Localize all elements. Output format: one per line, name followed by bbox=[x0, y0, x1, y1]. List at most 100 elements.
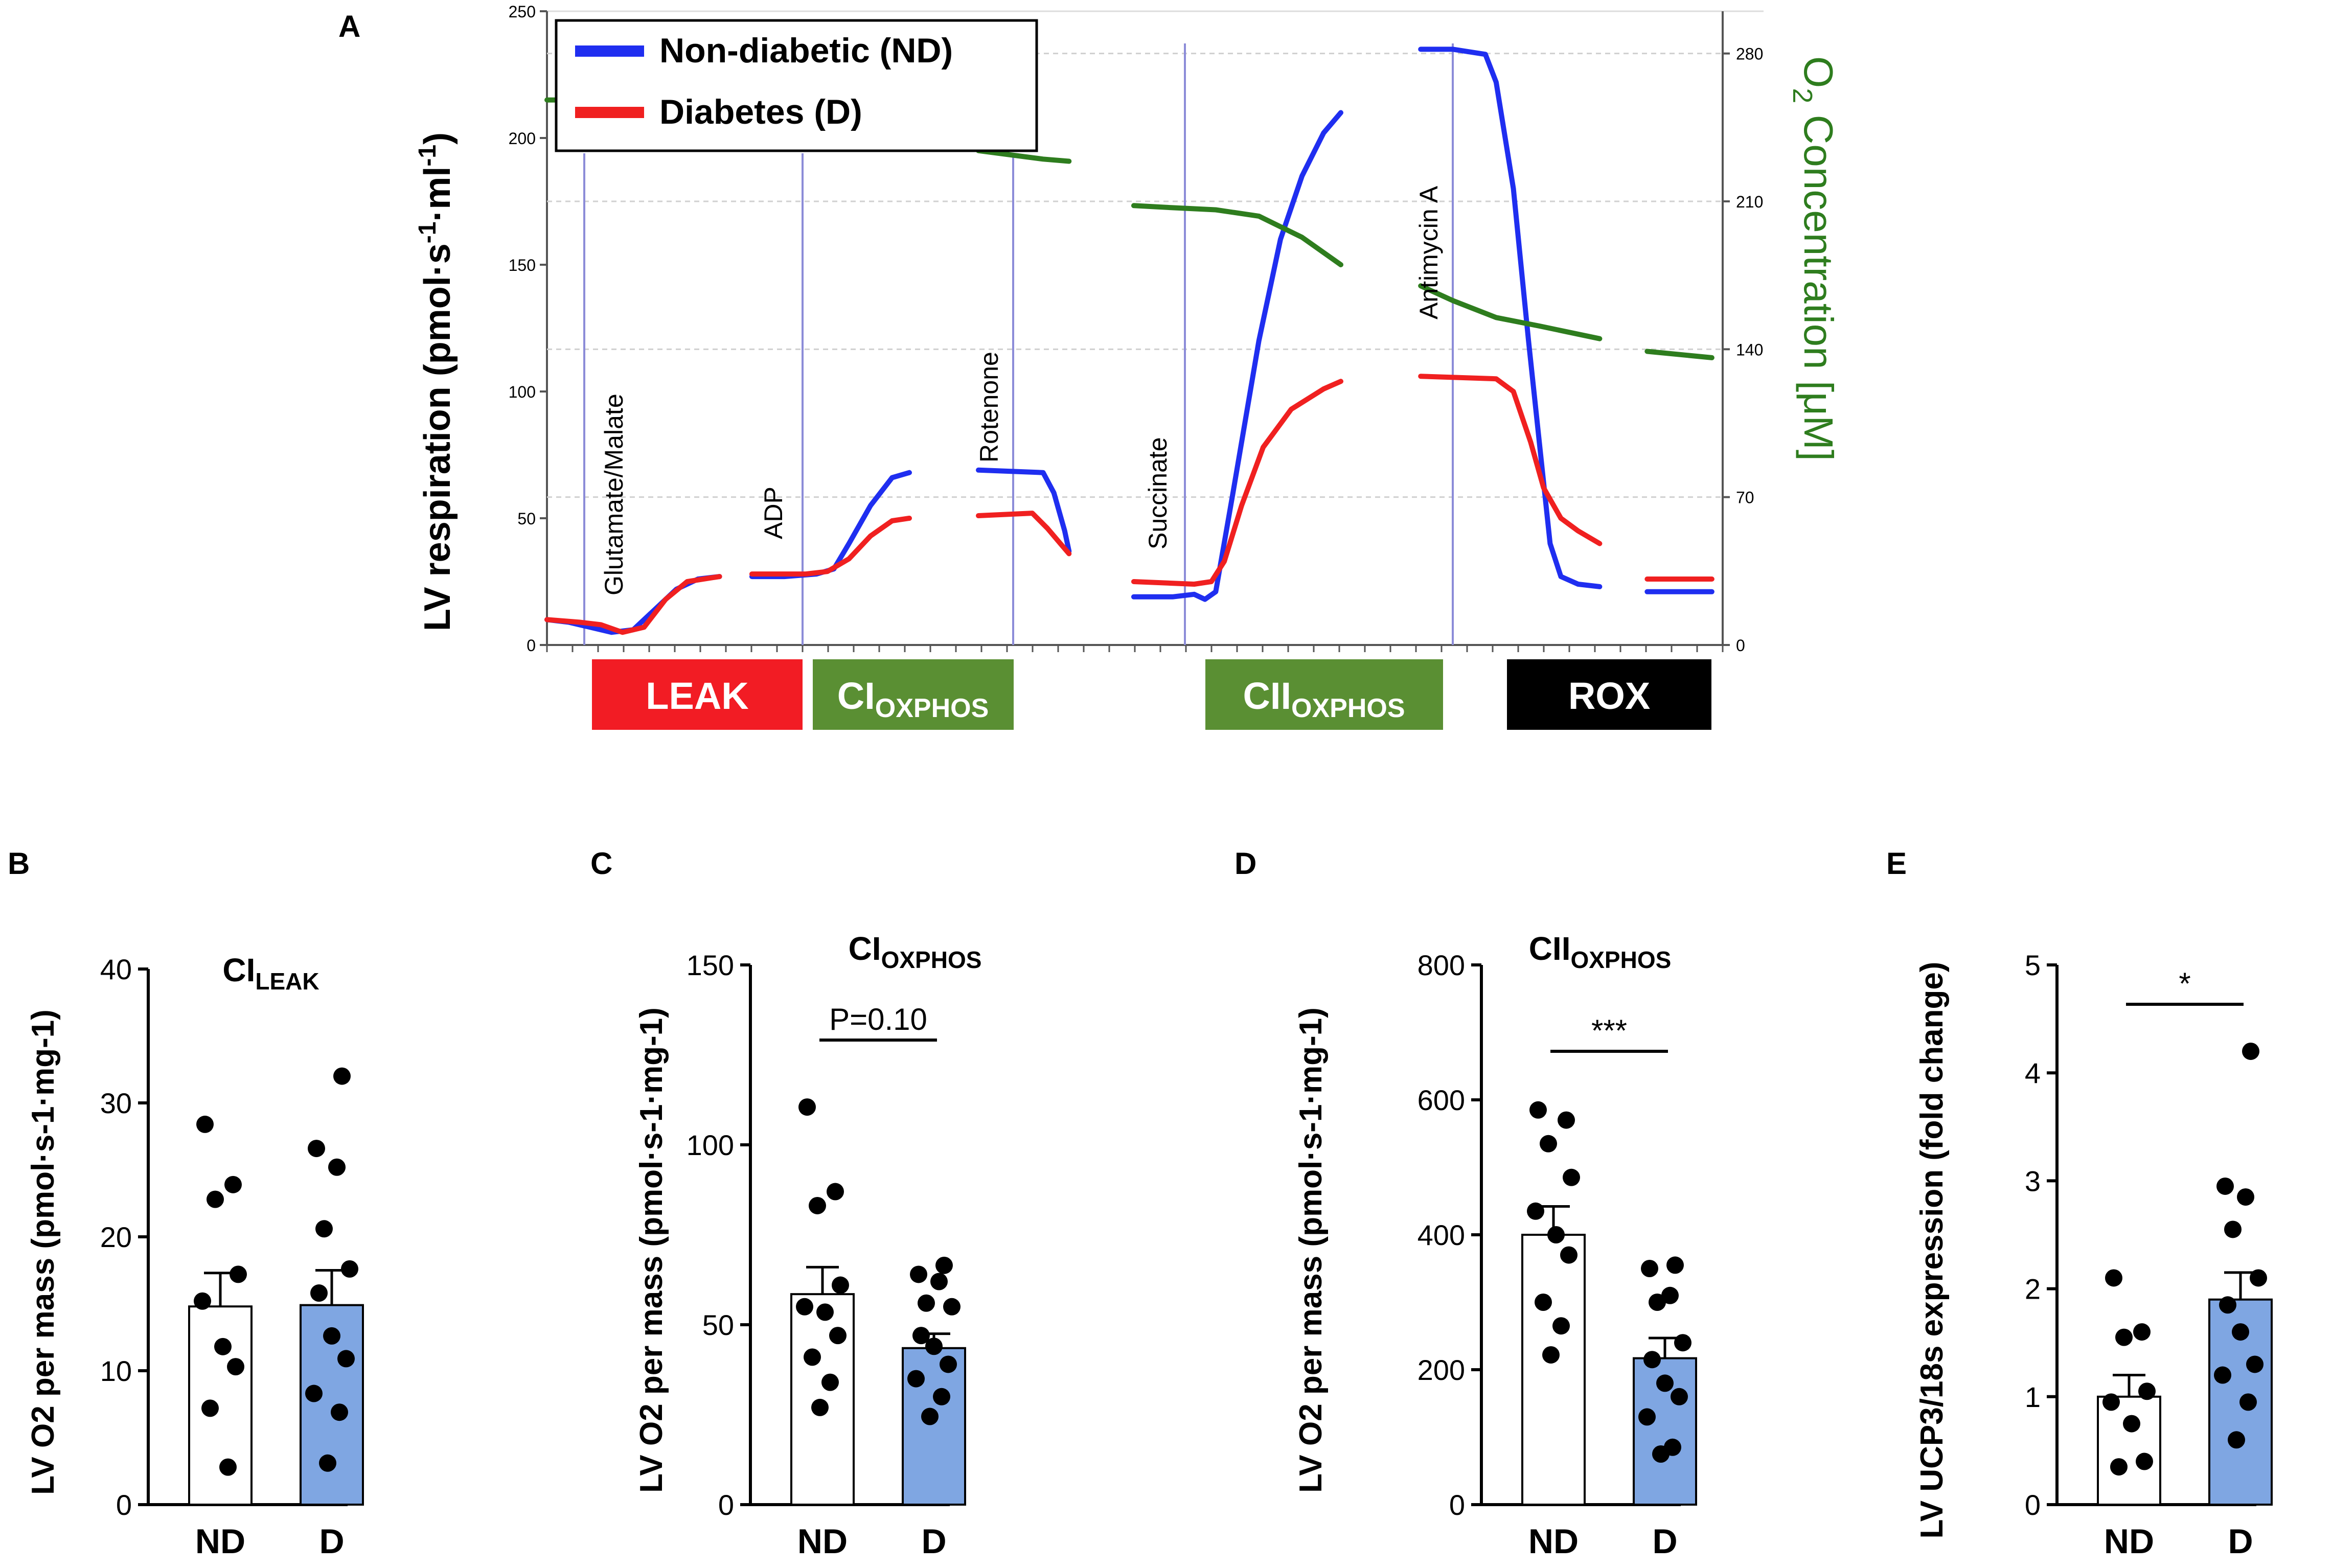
category-label-d: D bbox=[2228, 1522, 2253, 1561]
data-point-nd bbox=[827, 1183, 844, 1201]
data-point-nd bbox=[207, 1190, 224, 1208]
y-tick-label: 3 bbox=[2025, 1165, 2041, 1197]
left-tick-label: 0 bbox=[527, 636, 536, 655]
panel-a-legend: Non-diabetic (ND) Diabetes (D) bbox=[555, 19, 1038, 152]
panel-title: CIIOXPHOS bbox=[1529, 930, 1672, 973]
annotation-antimycin-a: Antimycin A bbox=[1414, 186, 1443, 319]
data-point-d bbox=[315, 1220, 333, 1238]
data-point-d bbox=[930, 1273, 948, 1290]
data-point-nd bbox=[832, 1276, 849, 1294]
panel-title-main: CI bbox=[849, 930, 881, 967]
annotation-rotenone: Rotenone bbox=[975, 352, 1003, 463]
curve-d-segment-2 bbox=[976, 511, 1072, 557]
panel-ylabel: LV O2 per mass (pmol·s-1·mg-1) bbox=[634, 1007, 669, 1493]
data-point-d bbox=[921, 1408, 939, 1425]
legend-label-d: Diabetes (D) bbox=[659, 93, 862, 131]
data-point-nd bbox=[811, 1398, 829, 1416]
data-point-d bbox=[1652, 1445, 1670, 1463]
y-tick-label: 100 bbox=[687, 1129, 734, 1161]
state-box-cii-oxphos: CIIOXPHOS bbox=[1205, 659, 1443, 730]
legend-label-nd: Non-diabetic (ND) bbox=[659, 31, 953, 70]
panel-a: A 0 50 100 150 200 250 0 70 140 210 280 Glutamate… bbox=[338, 3, 1841, 730]
y-tick-label: 0 bbox=[718, 1489, 734, 1521]
panel-c: C 0 50 100 150 ND D CIOXPHOS P=0.10 LV O2 per mas… bbox=[590, 846, 981, 1561]
panel-title: CIOXPHOS bbox=[849, 930, 982, 973]
panel-ylabel: LV UCP3/18s expression (fold change) bbox=[1914, 962, 1950, 1539]
data-point-nd bbox=[796, 1298, 813, 1316]
state-box-leak-bg bbox=[592, 659, 803, 730]
data-point-d bbox=[1656, 1374, 1674, 1392]
significance-label: * bbox=[2179, 966, 2190, 1001]
state-box-ci-bg bbox=[813, 659, 1014, 730]
data-point-nd bbox=[1542, 1346, 1560, 1364]
y-tick-label: 400 bbox=[1418, 1219, 1465, 1251]
data-point-d bbox=[912, 1327, 930, 1345]
panel-letter-c: C bbox=[590, 846, 612, 881]
significance-label: P=0.10 bbox=[829, 1002, 927, 1036]
curve-d-segment-0 bbox=[544, 574, 722, 635]
category-label-nd: ND bbox=[195, 1522, 245, 1561]
data-point-d bbox=[943, 1298, 961, 1316]
data-point-d bbox=[2214, 1366, 2231, 1384]
data-point-nd bbox=[2138, 1382, 2156, 1400]
panel-title-sub: OXPHOS bbox=[881, 947, 982, 973]
panel-letter-a: A bbox=[338, 9, 360, 43]
y-tick-label: 2 bbox=[2025, 1273, 2041, 1305]
curve-o2-segment-4 bbox=[1418, 283, 1603, 341]
data-point-nd bbox=[214, 1338, 232, 1355]
data-point-nd bbox=[219, 1458, 237, 1476]
data-point-nd bbox=[816, 1303, 834, 1321]
state-box-cii-label: CIIOXPHOS bbox=[1243, 675, 1405, 723]
y-tick-label: 10 bbox=[100, 1355, 132, 1387]
data-point-nd bbox=[1547, 1226, 1565, 1243]
data-point-nd bbox=[829, 1327, 847, 1345]
curve-nd-segment-4 bbox=[1418, 47, 1603, 589]
y-tick-label: 1 bbox=[2025, 1381, 2041, 1413]
panel-title-sub: OXPHOS bbox=[1570, 947, 1671, 973]
data-point-nd bbox=[2110, 1458, 2128, 1476]
panel-title-main: CII bbox=[1529, 930, 1571, 967]
y-tick-label: 150 bbox=[687, 949, 734, 981]
data-point-d bbox=[2239, 1393, 2257, 1411]
data-point-nd bbox=[196, 1115, 214, 1133]
right-tick-label: 70 bbox=[1736, 489, 1754, 507]
data-point-d bbox=[2216, 1177, 2234, 1195]
data-point-d bbox=[1666, 1256, 1684, 1274]
data-point-d bbox=[337, 1350, 355, 1368]
data-point-d bbox=[1671, 1388, 1688, 1405]
right-tick-label: 280 bbox=[1736, 45, 1763, 63]
left-tick-label: 50 bbox=[517, 510, 536, 528]
data-point-d bbox=[940, 1355, 957, 1373]
data-point-nd bbox=[2123, 1415, 2140, 1433]
data-point-d bbox=[305, 1385, 323, 1402]
data-point-d bbox=[1661, 1286, 1679, 1304]
right-tick-label: 140 bbox=[1736, 340, 1763, 359]
panel-a-right-ticks: 0 70 140 210 280 bbox=[1723, 45, 1763, 655]
data-point-nd bbox=[809, 1196, 826, 1214]
annotation-glutamate-malate: Glutamate/Malate bbox=[600, 394, 628, 595]
right-tick-label: 210 bbox=[1736, 193, 1763, 211]
data-point-d bbox=[2250, 1269, 2267, 1287]
curve-o2-segment-5 bbox=[1644, 349, 1714, 360]
data-point-d bbox=[2224, 1220, 2242, 1238]
data-point-d bbox=[341, 1260, 358, 1278]
state-box-rox-bg bbox=[1507, 659, 1711, 730]
data-point-d bbox=[319, 1454, 336, 1472]
right-tick-label: 0 bbox=[1736, 636, 1745, 655]
data-point-d bbox=[933, 1388, 950, 1405]
curve-nd-segment-2 bbox=[976, 467, 1072, 554]
category-label-nd: ND bbox=[2104, 1522, 2154, 1561]
data-point-d bbox=[2232, 1323, 2249, 1341]
data-point-d bbox=[907, 1370, 925, 1388]
data-point-d bbox=[323, 1327, 340, 1345]
y-tick-label: 0 bbox=[116, 1489, 132, 1521]
left-tick-label: 100 bbox=[509, 383, 536, 401]
y-tick-label: 20 bbox=[100, 1221, 132, 1253]
data-point-nd bbox=[821, 1373, 839, 1391]
data-point-nd bbox=[1552, 1317, 1570, 1335]
data-point-d bbox=[1674, 1334, 1691, 1352]
data-point-nd bbox=[194, 1292, 211, 1310]
data-point-nd bbox=[2102, 1393, 2120, 1411]
data-point-nd bbox=[1540, 1135, 1557, 1152]
y-tick-label: 200 bbox=[1418, 1354, 1465, 1386]
